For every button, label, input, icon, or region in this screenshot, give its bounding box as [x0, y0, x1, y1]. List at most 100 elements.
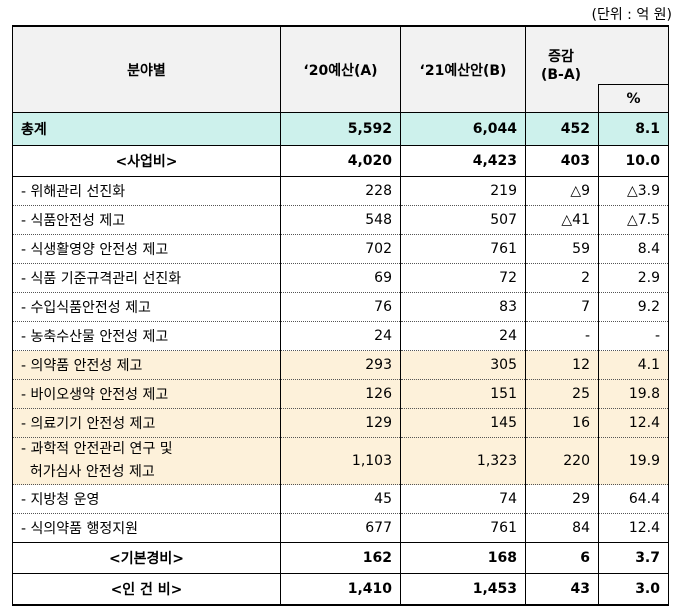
row-change: 403	[525, 145, 599, 177]
row-pct: △3.9	[598, 176, 669, 206]
row-change: 43	[525, 573, 599, 606]
header-pct: %	[598, 84, 669, 113]
header-change: 증감 (B-A)	[525, 25, 669, 85]
row-change: 29	[525, 484, 599, 514]
row-2020: 1,410	[280, 573, 401, 606]
row-2021: 168	[400, 542, 526, 574]
row-change: 452	[525, 112, 599, 146]
row-pct: 8.4	[598, 234, 669, 264]
row-2020: 45	[280, 484, 401, 514]
budget-table: 분야별 ‘20예산(A) ‘21예산안(B) 증감 (B-A) % 총계 5,59…	[12, 25, 669, 606]
row-pct: 3.0	[598, 573, 669, 606]
table-row: - 위해관리 선진화 228 219 △9 △3.9	[12, 176, 669, 206]
row-2021: 761	[400, 513, 526, 543]
row-2021: 145	[400, 408, 526, 438]
row-change: 59	[525, 234, 599, 264]
table-row: - 의약품 안전성 제고 293 305 12 4.1	[12, 350, 669, 380]
row-name: - 지방청 운영	[12, 484, 281, 514]
row-pct: 9.2	[598, 292, 669, 322]
row-pct: 12.4	[598, 408, 669, 438]
row-name: <인 건 비>	[12, 573, 281, 606]
row-pct: 19.8	[598, 379, 669, 409]
row-change: 220	[525, 437, 599, 485]
row-2021: 6,044	[400, 112, 526, 146]
table-row: - 수입식품안전성 제고 76 83 7 9.2	[12, 292, 669, 322]
row-change: 6	[525, 542, 599, 574]
row-pct: 8.1	[598, 112, 669, 146]
row-change: 25	[525, 379, 599, 409]
row-pct: 2.9	[598, 263, 669, 293]
row-name: - 식의약품 행정지원	[12, 513, 281, 543]
row-name: - 위해관리 선진화	[12, 176, 281, 206]
row-2021: 72	[400, 263, 526, 293]
table-row: - 과학적 안전관리 연구 및 허가심사 안전성 제고 1,103 1,323 220…	[12, 437, 669, 485]
row-2020: 4,020	[280, 145, 401, 177]
table-row: - 바이오생약 안전성 제고 126 151 25 19.8	[12, 379, 669, 409]
row-2020: 293	[280, 350, 401, 380]
row-pct: 4.1	[598, 350, 669, 380]
row-pct: -	[598, 321, 669, 351]
row-change: 16	[525, 408, 599, 438]
row-name: - 바이오생약 안전성 제고	[12, 379, 281, 409]
table-body: 총계 5,592 6,044 452 8.1 <사업비> 4,020 4,423 403 10.0…	[12, 112, 669, 606]
table-row: 총계 5,592 6,044 452 8.1	[12, 112, 669, 146]
row-2021: 761	[400, 234, 526, 264]
row-pct: △7.5	[598, 205, 669, 235]
row-pct: 12.4	[598, 513, 669, 543]
row-change: 84	[525, 513, 599, 543]
table-row: - 식품안전성 제고 548 507 △41 △7.5	[12, 205, 669, 235]
row-2020: 76	[280, 292, 401, 322]
row-name: - 농축수산물 안전성 제고	[12, 321, 281, 351]
header-2021-budget: ‘21예산안(B)	[400, 25, 526, 113]
row-2020: 129	[280, 408, 401, 438]
row-change: 2	[525, 263, 599, 293]
table-row: - 지방청 운영 45 74 29 64.4	[12, 484, 669, 514]
row-2020: 1,103	[280, 437, 401, 485]
row-2021: 74	[400, 484, 526, 514]
row-change: △9	[525, 176, 599, 206]
row-name: - 의료기기 안전성 제고	[12, 408, 281, 438]
unit-note: (단위 : 억 원)	[591, 7, 672, 23]
table-row: - 농축수산물 안전성 제고 24 24- -	[12, 321, 669, 351]
row-2020: 24	[280, 321, 401, 351]
row-2021: 219	[400, 176, 526, 206]
row-name: - 의약품 안전성 제고	[12, 350, 281, 380]
row-pct: 10.0	[598, 145, 669, 177]
row-2020: 228	[280, 176, 401, 206]
row-2021: 83	[400, 292, 526, 322]
row-name: <기본경비>	[12, 542, 281, 574]
header-change-label: 증감 (B-A)	[540, 49, 582, 83]
header-2020-budget: ‘20예산(A)	[280, 25, 401, 113]
row-2021: 4,423	[400, 145, 526, 177]
row-2021: 24	[400, 321, 526, 351]
row-2021: 151	[400, 379, 526, 409]
table-row: <사업비> 4,020 4,423 403 10.0	[12, 145, 669, 177]
table-row: - 식의약품 행정지원 677 761 84 12.4	[12, 513, 669, 543]
row-change: -	[525, 321, 599, 351]
row-2021: 1,453	[400, 573, 526, 606]
row-name: <사업비>	[12, 145, 281, 177]
row-name: - 식품 기준규격관리 선진화	[12, 263, 281, 293]
row-pct: 19.9	[598, 437, 669, 485]
row-2020: 5,592	[280, 112, 401, 146]
header-field: 분야별	[12, 25, 281, 113]
row-change: △41	[525, 205, 599, 235]
table-row: - 의료기기 안전성 제고 129 145 16 12.4	[12, 408, 669, 438]
row-2021: 507	[400, 205, 526, 235]
row-name: - 과학적 안전관리 연구 및 허가심사 안전성 제고	[12, 437, 281, 485]
table-row: <인 건 비> 1,410 1,453 43 3.0	[12, 573, 669, 606]
row-2020: 702	[280, 234, 401, 264]
row-2020: 69	[280, 263, 401, 293]
row-2020: 548	[280, 205, 401, 235]
row-2021: 305	[400, 350, 526, 380]
row-pct: 64.4	[598, 484, 669, 514]
row-change: 12	[525, 350, 599, 380]
row-change: 7	[525, 292, 599, 322]
table-row: - 식품 기준규격관리 선진화 69 72 2 2.9	[12, 263, 669, 293]
row-2020: 162	[280, 542, 401, 574]
table-row: - 식생활영양 안전성 제고 702 761 59 8.4	[12, 234, 669, 264]
row-2020: 677	[280, 513, 401, 543]
row-2021: 1,323	[400, 437, 526, 485]
row-pct: 3.7	[598, 542, 669, 574]
row-2020: 126	[280, 379, 401, 409]
